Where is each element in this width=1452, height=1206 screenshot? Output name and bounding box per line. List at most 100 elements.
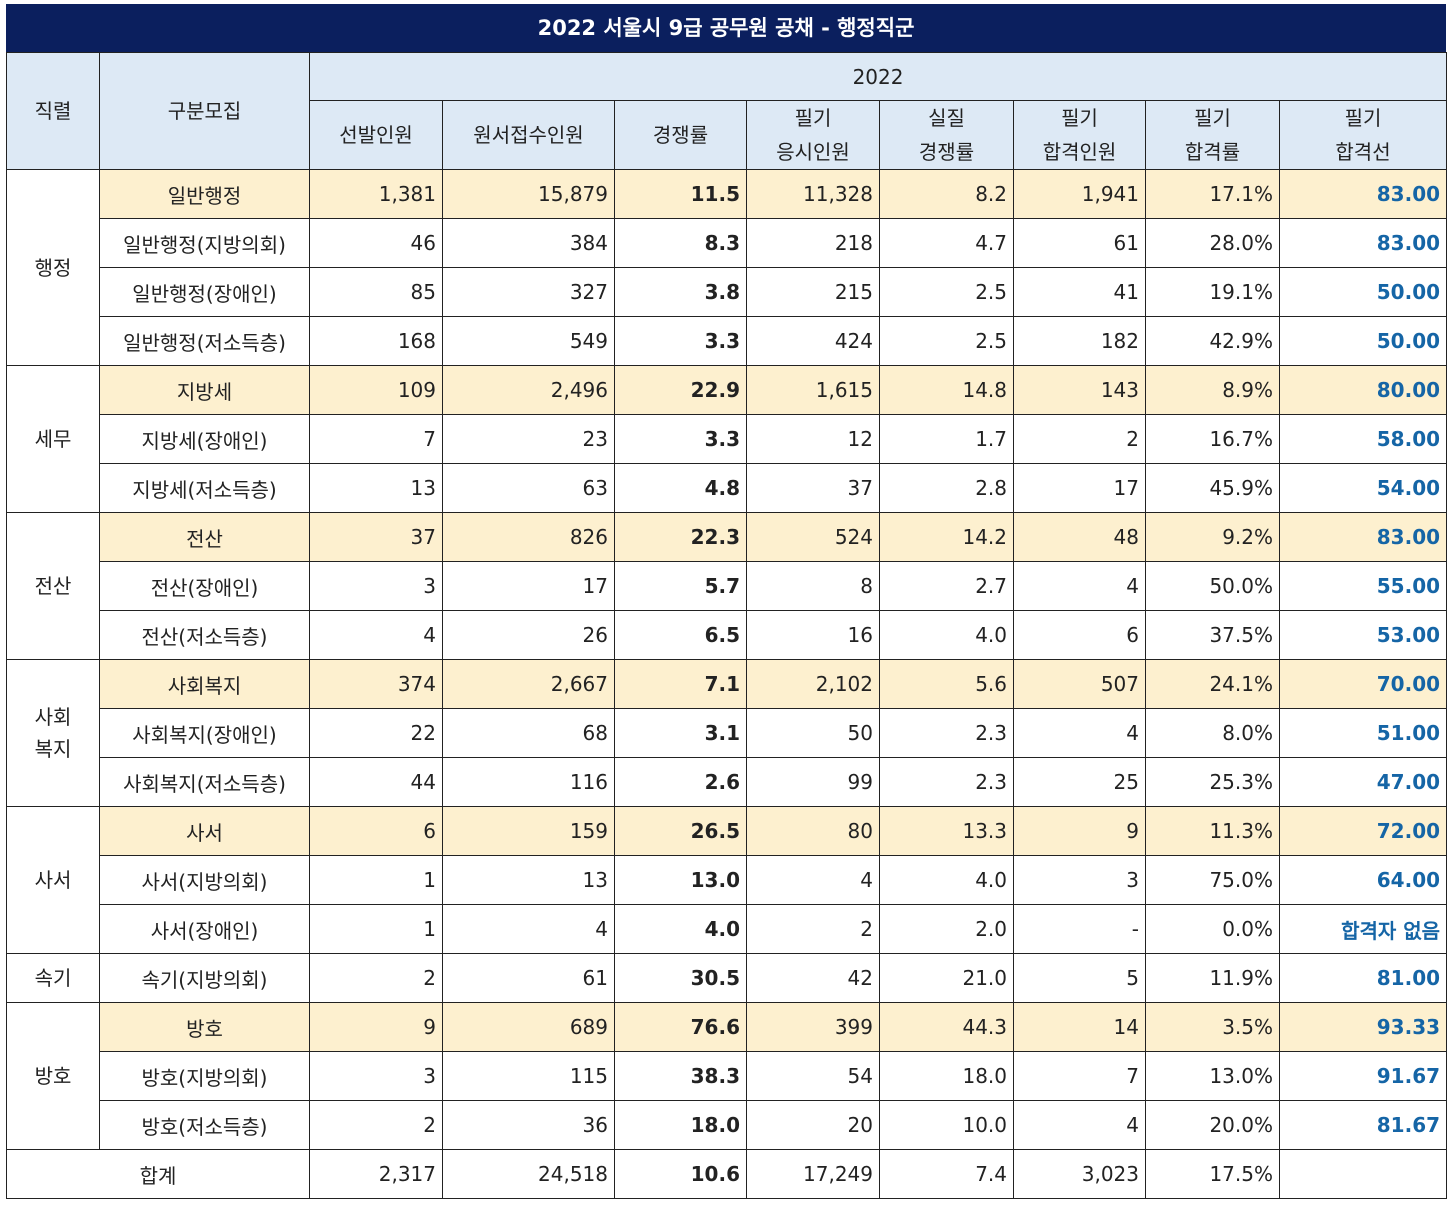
- cell-pass-rate: 13.0%: [1145, 1051, 1280, 1101]
- cell-selected: 37: [309, 512, 443, 562]
- series-name: 전산: [6, 512, 100, 660]
- cell-applicants: 159: [442, 806, 615, 856]
- cell-cutoff: 64.00: [1278, 855, 1448, 905]
- cell-applicants: 2,496: [442, 365, 615, 415]
- cell-selected: 9: [309, 1002, 443, 1052]
- cell-cutoff: 70.00: [1278, 659, 1448, 709]
- cell-cutoff: 80.00: [1278, 365, 1448, 415]
- series-name-line: 사회: [34, 705, 72, 729]
- cell-real-competition: 14.2: [879, 512, 1014, 562]
- cell-takers: 12: [746, 414, 880, 464]
- cell-competition: 30.5: [614, 953, 747, 1003]
- cell-category: 전산(저소득층): [99, 610, 310, 660]
- cell-competition: 38.3: [614, 1051, 747, 1101]
- cell-cutoff: 81.67: [1278, 1100, 1448, 1150]
- cell-real-competition: 21.0: [879, 953, 1014, 1003]
- cell-competition: 5.7: [614, 561, 747, 611]
- header-cutoff-line2: 합격선: [1335, 140, 1391, 164]
- cell-cutoff: 83.00: [1278, 218, 1448, 268]
- cell-real-competition: 2.3: [879, 757, 1014, 807]
- table-row: 사서(지방의회) 1 13 13.0 4 4.0 3 75.0% 64.00: [7, 855, 1448, 905]
- total-row: 합계 2,317 24,518 10.6 17,249 7.4 3,023 17…: [6, 1149, 1448, 1199]
- cell-applicants: 826: [442, 512, 615, 562]
- cell-passed: 1,941: [1013, 169, 1146, 219]
- cell-category: 지방세(장애인): [99, 414, 310, 464]
- header-pass-rate-line1: 필기: [1194, 106, 1231, 130]
- cell-category: 전산(장애인): [99, 561, 310, 611]
- cell-real-competition: 2.0: [879, 904, 1014, 954]
- cell-takers: 1,615: [746, 365, 880, 415]
- cell-pass-rate: 17.1%: [1145, 169, 1280, 219]
- cell-pass-rate: 50.0%: [1145, 561, 1280, 611]
- cell-competition: 7.1: [614, 659, 747, 709]
- header-category: 구분모집: [99, 52, 310, 170]
- cell-real-competition: 44.3: [879, 1002, 1014, 1052]
- cell-passed: 6: [1013, 610, 1146, 660]
- header-applicants: 원서접수인원: [442, 100, 615, 170]
- cell-real-competition: 2.8: [879, 463, 1014, 513]
- cell-real-competition: 14.8: [879, 365, 1014, 415]
- cell-selected: 13: [309, 463, 443, 513]
- cell-real-competition: 2.5: [879, 267, 1014, 317]
- series-name-line: 세무: [34, 427, 72, 451]
- cell-passed: 182: [1013, 316, 1146, 366]
- series-name-line: 사서: [34, 868, 72, 892]
- cell-pass-rate: 8.0%: [1145, 708, 1280, 758]
- cell-takers: 8: [746, 561, 880, 611]
- cell-real-competition: 5.6: [879, 659, 1014, 709]
- cell-takers: 99: [746, 757, 880, 807]
- series-name-line: 전산: [34, 574, 72, 598]
- header-passed-line2: 합격인원: [1042, 140, 1117, 164]
- table-row: 방호 방호 9 689 76.6 399 44.3 14 3.5% 93.33: [6, 1002, 1448, 1150]
- cell-pass-rate: 11.3%: [1145, 806, 1280, 856]
- cell-takers: 215: [746, 267, 880, 317]
- series-name-line: 방호: [34, 1064, 72, 1088]
- header-real-competition-line1: 실질: [928, 106, 965, 130]
- cell-applicants: 36: [442, 1100, 615, 1150]
- cell-pass-rate: 37.5%: [1145, 610, 1280, 660]
- cell-selected: 2: [309, 1100, 443, 1150]
- cell-takers: 524: [746, 512, 880, 562]
- cell-cutoff: 58.00: [1278, 414, 1448, 464]
- header-cutoff-line1: 필기: [1344, 106, 1382, 130]
- header-real-competition-line2: 경쟁률: [918, 140, 975, 164]
- table-row: 전산(장애인) 3 17 5.7 8 2.7 4 50.0% 55.00: [7, 561, 1448, 611]
- total-competition: 10.6: [614, 1149, 747, 1199]
- cell-category: 사서(장애인): [99, 904, 310, 954]
- cell-competition: 4.8: [614, 463, 747, 513]
- cell-cutoff: 51.00: [1278, 708, 1448, 758]
- cell-pass-rate: 45.9%: [1145, 463, 1280, 513]
- cell-selected: 1,381: [309, 169, 443, 219]
- cell-takers: 11,328: [746, 169, 880, 219]
- cell-category: 사서: [99, 806, 310, 856]
- cell-real-competition: 2.3: [879, 708, 1014, 758]
- cell-real-competition: 1.7: [879, 414, 1014, 464]
- total-takers: 17,249: [746, 1149, 880, 1199]
- cell-takers: 218: [746, 218, 880, 268]
- cell-cutoff: 55.00: [1278, 561, 1448, 611]
- cell-cutoff: 47.00: [1278, 757, 1448, 807]
- cell-selected: 7: [309, 414, 443, 464]
- cell-selected: 1: [309, 904, 443, 954]
- table-row: 일반행정(지방의회) 46 384 8.3 218 4.7 61 28.0% 83.00: [7, 218, 1448, 268]
- cell-applicants: 63: [442, 463, 615, 513]
- series-name: 속기: [6, 953, 100, 1003]
- cell-competition: 13.0: [614, 855, 747, 905]
- total-applicants: 24,518: [442, 1149, 615, 1199]
- header-passed-line1: 필기: [1061, 106, 1098, 130]
- header-takers-line2: 응시인원: [776, 140, 850, 164]
- cell-applicants: 26: [442, 610, 615, 660]
- total-selected: 2,317: [309, 1149, 443, 1199]
- cell-category: 사서(지방의회): [99, 855, 310, 905]
- table-row: 방호(지방의회) 3 115 38.3 54 18.0 7 13.0% 91.67: [7, 1051, 1448, 1101]
- table-row: 지방세(저소득층) 13 63 4.8 37 2.8 17 45.9% 54.00: [7, 463, 1448, 513]
- cell-passed: 7: [1013, 1051, 1146, 1101]
- total-label: 합계: [6, 1149, 310, 1199]
- table-row: 전산 전산 37 826 22.3 524 14.2 48 9.2% 83.00: [6, 512, 1448, 660]
- cell-applicants: 61: [442, 953, 615, 1003]
- cell-competition: 3.3: [614, 414, 747, 464]
- cell-applicants: 23: [442, 414, 615, 464]
- cell-takers: 37: [746, 463, 880, 513]
- cell-passed: 48: [1013, 512, 1146, 562]
